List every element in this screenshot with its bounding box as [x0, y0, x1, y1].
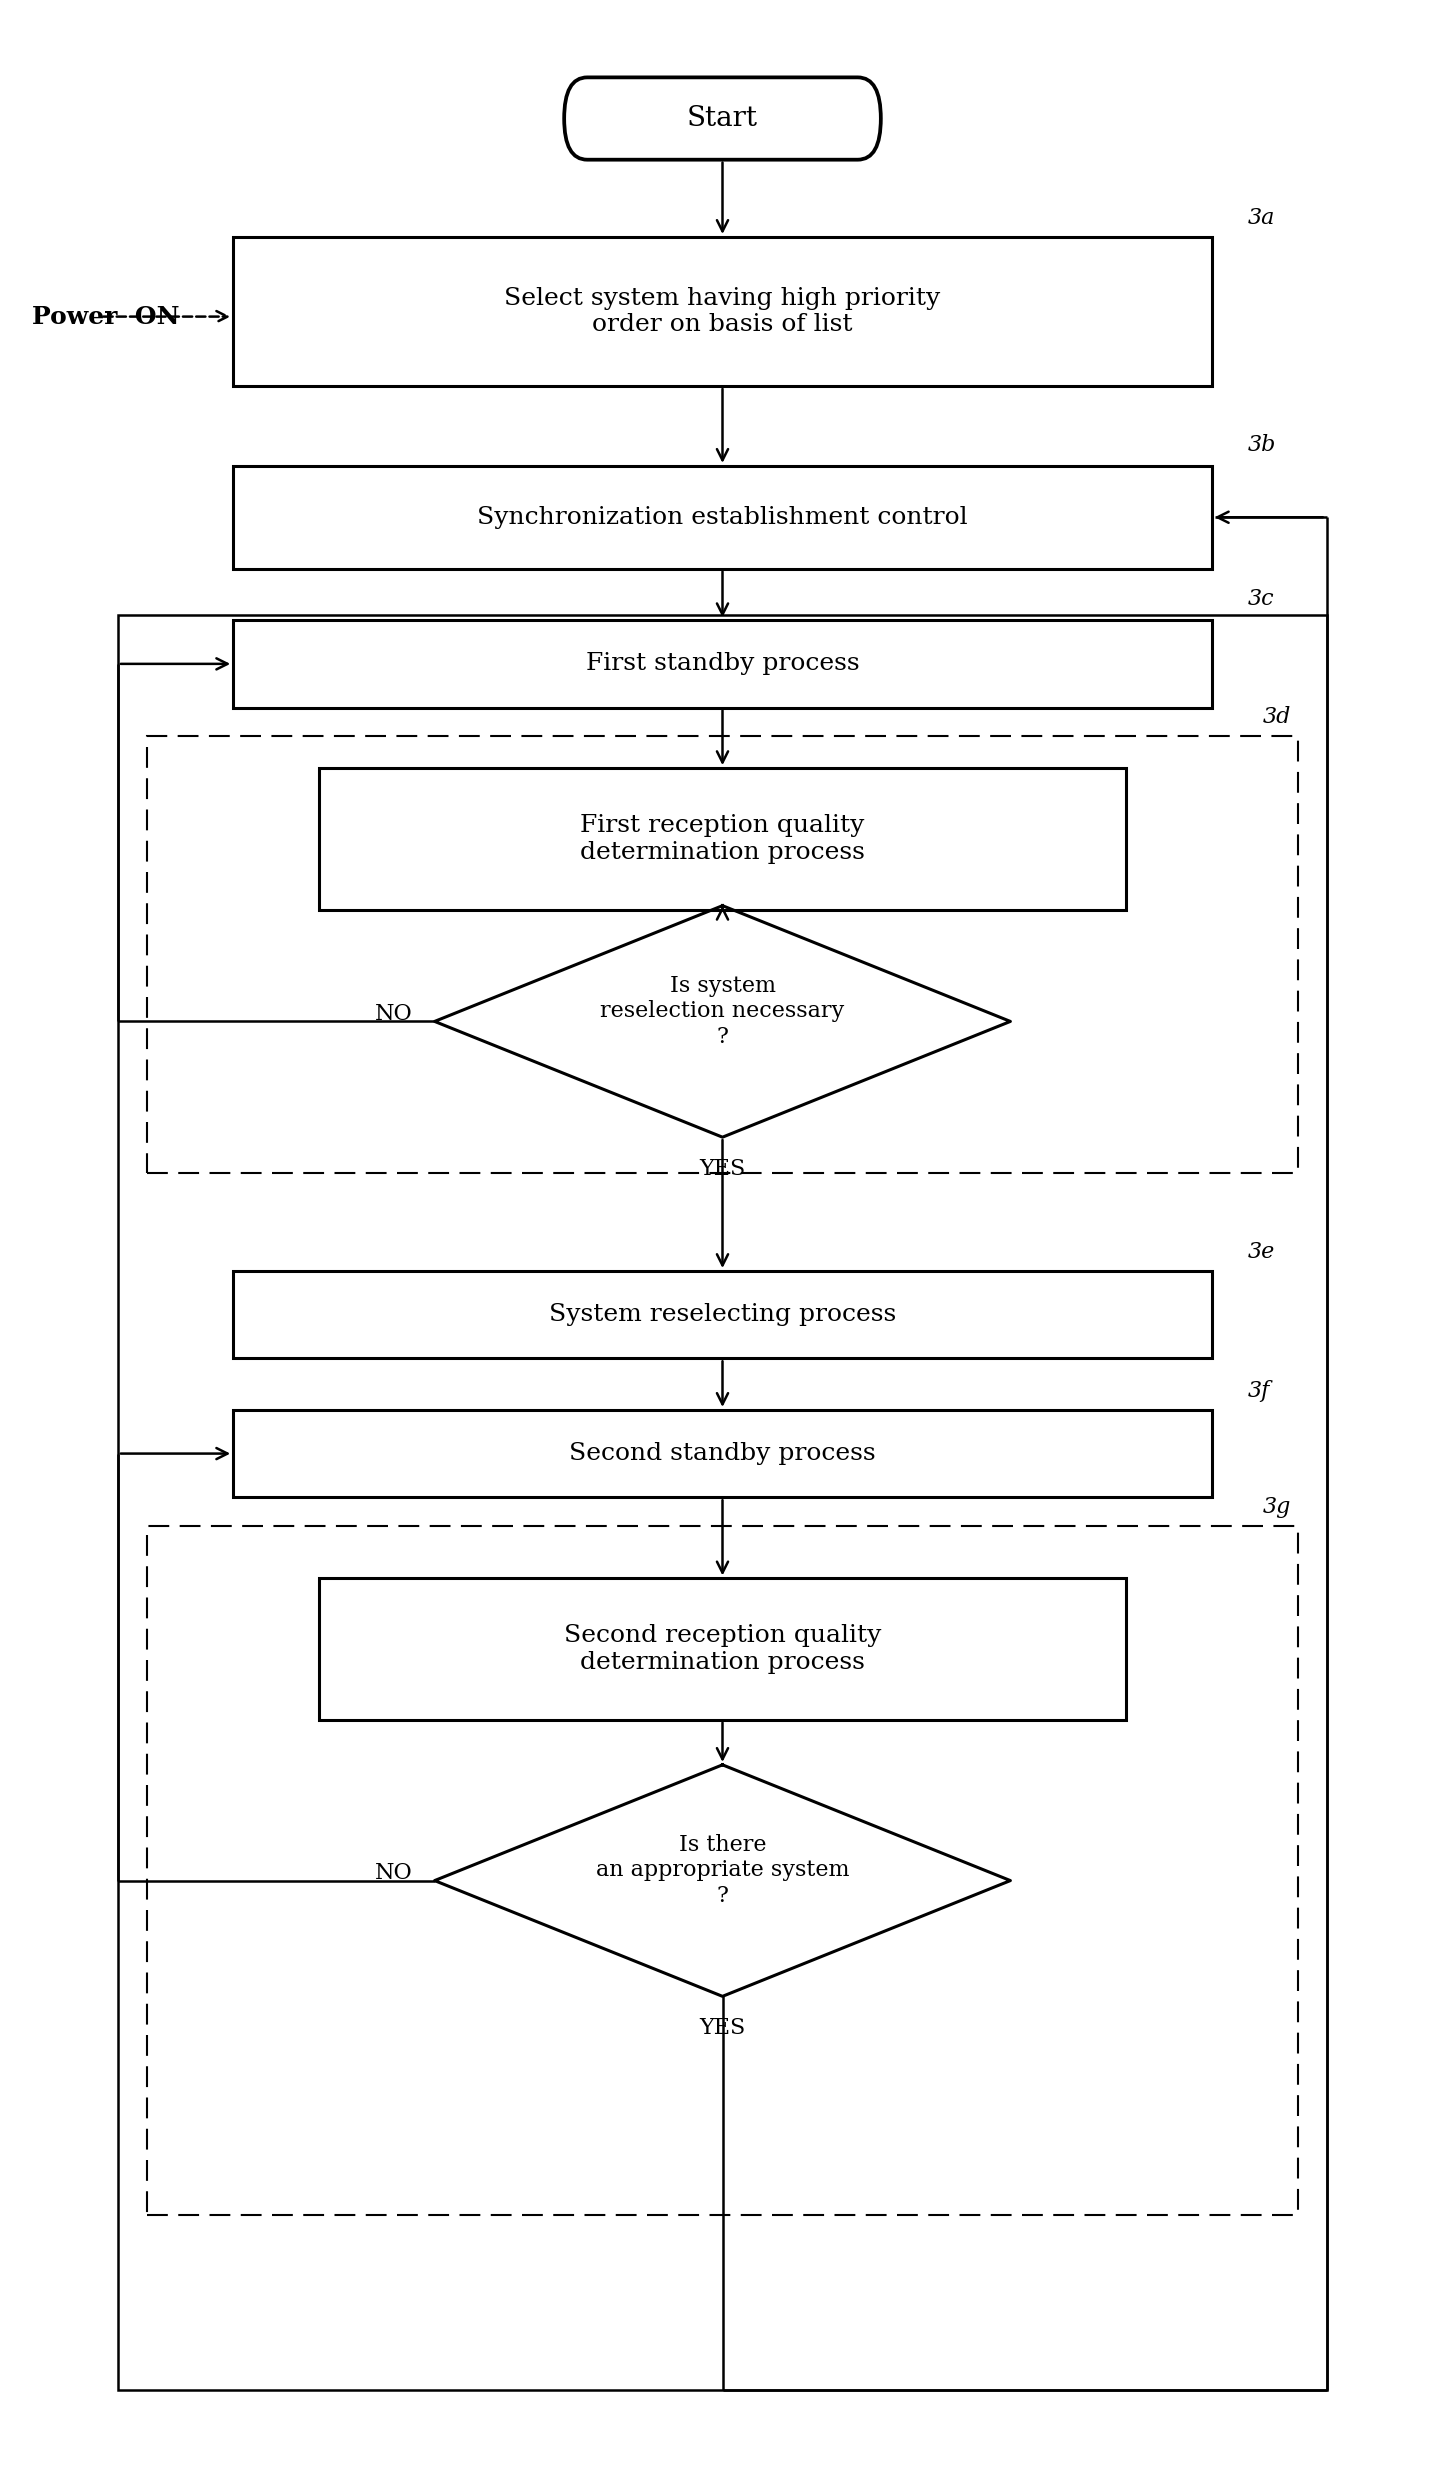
Text: 3c: 3c: [1248, 589, 1274, 609]
Bar: [319, 767, 1126, 908]
Text: Second reception quality
determination process: Second reception quality determination p…: [564, 1624, 881, 1673]
Text: 3d: 3d: [1263, 705, 1290, 728]
Text: NO: NO: [376, 1861, 413, 1883]
Bar: [319, 1579, 1126, 1720]
Text: Is there
an appropriate system
?: Is there an appropriate system ?: [595, 1834, 850, 1906]
FancyBboxPatch shape: [564, 77, 881, 161]
Bar: [118, 614, 1327, 2391]
Bar: [233, 465, 1212, 569]
Text: 3g: 3g: [1263, 1495, 1290, 1517]
Polygon shape: [435, 1765, 1010, 1997]
Bar: [233, 238, 1212, 386]
Text: First reception quality
determination process: First reception quality determination pr…: [579, 814, 866, 864]
Polygon shape: [435, 906, 1010, 1136]
Text: 3e: 3e: [1248, 1242, 1274, 1262]
Text: 3b: 3b: [1248, 433, 1276, 455]
Text: First standby process: First standby process: [585, 653, 860, 676]
Text: Start: Start: [686, 104, 759, 131]
Bar: [233, 621, 1212, 708]
Text: 3a: 3a: [1248, 208, 1276, 230]
Text: YES: YES: [699, 1158, 746, 1181]
Text: Power  ON: Power ON: [32, 304, 179, 329]
Text: Select system having high priority
order on basis of list: Select system having high priority order…: [504, 287, 941, 337]
Text: Is system
reselection necessary
?: Is system reselection necessary ?: [600, 975, 845, 1047]
Text: 3f: 3f: [1248, 1381, 1270, 1403]
Bar: [233, 1272, 1212, 1359]
Text: NO: NO: [376, 1002, 413, 1025]
Bar: [147, 1525, 1298, 2215]
Text: System reselecting process: System reselecting process: [549, 1304, 896, 1327]
Bar: [147, 735, 1298, 1173]
Text: Synchronization establishment control: Synchronization establishment control: [477, 505, 968, 530]
Bar: [233, 1411, 1212, 1497]
Text: YES: YES: [699, 2017, 746, 2039]
Text: Second standby process: Second standby process: [569, 1443, 876, 1465]
